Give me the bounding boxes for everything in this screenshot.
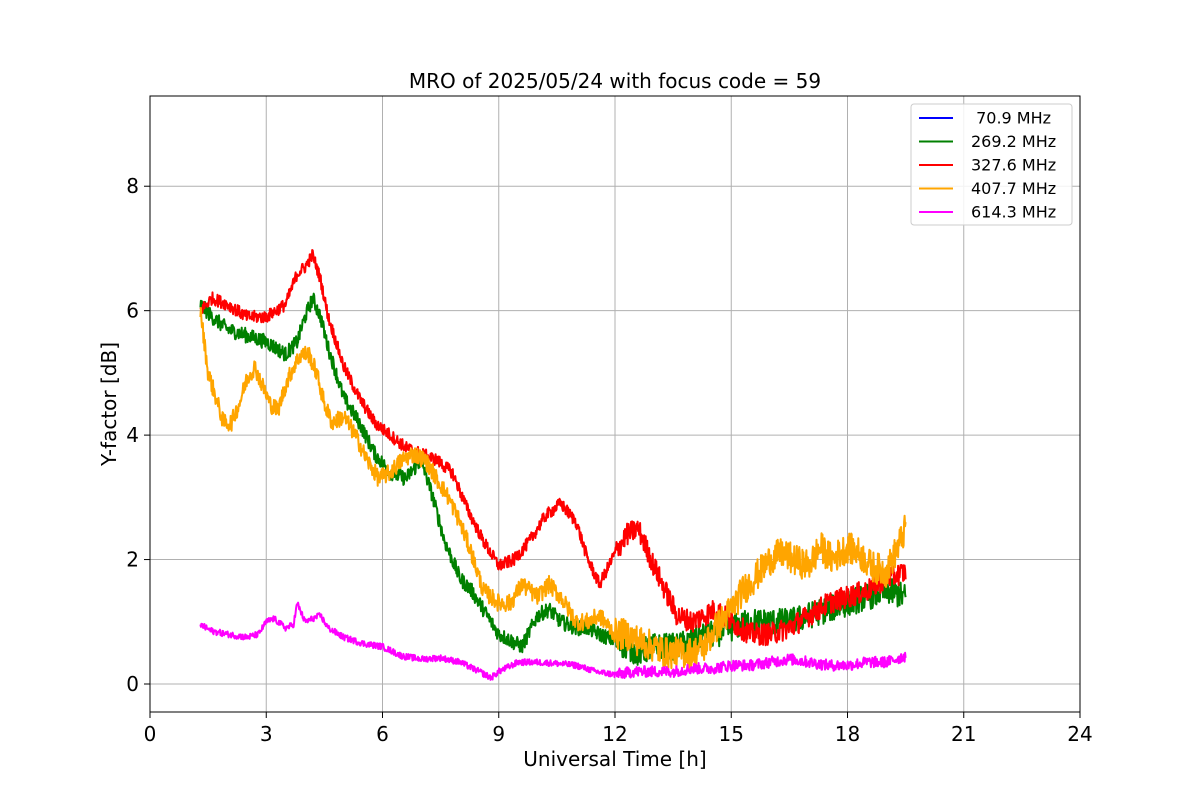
y-tick-label: 8 <box>126 174 139 198</box>
x-tick-label: 15 <box>719 722 744 746</box>
legend-label: 614.3 MHz <box>971 203 1056 222</box>
y-tick-label: 0 <box>126 672 139 696</box>
x-tick-label: 9 <box>492 722 505 746</box>
x-tick-label: 3 <box>260 722 273 746</box>
x-tick-label: 18 <box>835 722 860 746</box>
series-line <box>199 307 907 670</box>
y-tick-label: 4 <box>126 423 139 447</box>
legend-label: 327.6 MHz <box>971 156 1056 175</box>
series-line <box>199 249 907 647</box>
x-tick-label: 0 <box>144 722 157 746</box>
legend-label: 269.2 MHz <box>971 132 1056 151</box>
chart-title: MRO of 2025/05/24 with focus code = 59 <box>409 69 821 93</box>
y-tick-label: 6 <box>126 299 139 323</box>
series-layer <box>199 249 907 681</box>
legend: 70.9 MHz 269.2 MHz 327.6 MHz 407.7 MHz 614.3… <box>910 103 1073 226</box>
x-tick-label: 21 <box>951 722 976 746</box>
series-line <box>199 601 907 681</box>
x-tick-label: 12 <box>602 722 627 746</box>
y-tick-label: 2 <box>126 548 139 572</box>
legend-label: 70.9 MHz <box>971 109 1051 128</box>
x-tick-label: 24 <box>1067 722 1092 746</box>
x-tick-label: 6 <box>376 722 389 746</box>
legend-label: 407.7 MHz <box>971 179 1056 198</box>
y-axis-title: Y-factor [dB] <box>97 342 121 467</box>
x-axis-title: Universal Time [h] <box>523 747 706 771</box>
legend-box <box>910 103 1073 226</box>
